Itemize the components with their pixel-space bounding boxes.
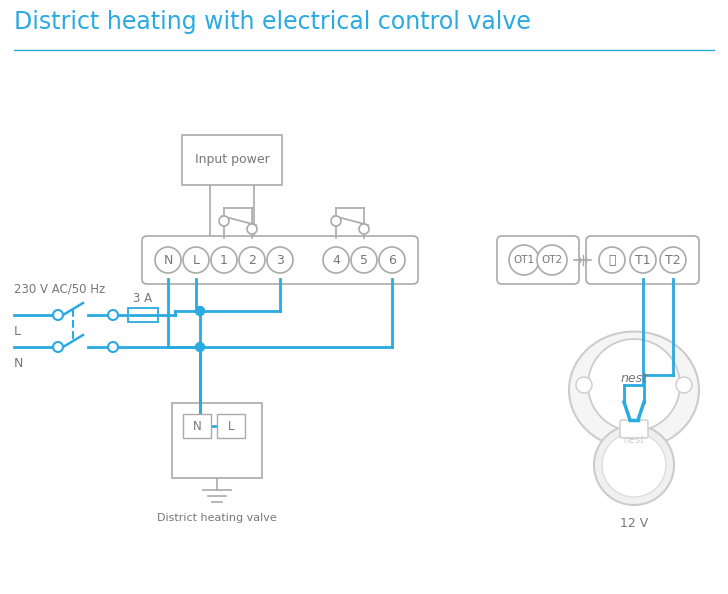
Text: 5: 5 [360,254,368,267]
Text: L: L [192,254,199,267]
Circle shape [331,216,341,226]
Circle shape [323,247,349,273]
Text: District heating with electrical control valve: District heating with electrical control… [14,10,531,34]
FancyBboxPatch shape [586,236,699,284]
Circle shape [576,377,592,393]
Text: 230 V AC/50 Hz: 230 V AC/50 Hz [14,282,106,295]
Text: N: N [193,419,202,432]
Circle shape [219,216,229,226]
Text: 12 V: 12 V [620,517,648,530]
Text: Input power: Input power [194,153,269,166]
Circle shape [108,310,118,320]
Circle shape [247,224,257,234]
Circle shape [351,247,377,273]
Text: L: L [228,419,234,432]
Circle shape [594,425,674,505]
Circle shape [53,310,63,320]
FancyBboxPatch shape [182,135,282,185]
Circle shape [196,343,205,352]
Circle shape [108,342,118,352]
FancyBboxPatch shape [497,236,579,284]
FancyBboxPatch shape [620,420,648,438]
Circle shape [630,247,656,273]
Text: OT2: OT2 [542,255,563,265]
Text: District heating valve: District heating valve [157,513,277,523]
Circle shape [196,307,205,315]
Circle shape [53,342,63,352]
Circle shape [379,247,405,273]
Text: T1: T1 [636,254,651,267]
Circle shape [359,224,369,234]
Text: T2: T2 [665,254,681,267]
Circle shape [537,245,567,275]
Circle shape [155,247,181,273]
FancyBboxPatch shape [172,403,262,478]
Circle shape [183,247,209,273]
Circle shape [599,247,625,273]
Text: 3 A: 3 A [133,292,153,305]
Text: OT1: OT1 [513,255,534,265]
Circle shape [211,247,237,273]
Text: 6: 6 [388,254,396,267]
Text: L: L [14,325,21,338]
Circle shape [676,377,692,393]
Circle shape [660,247,686,273]
Text: nest: nest [623,435,644,445]
FancyBboxPatch shape [183,414,211,438]
FancyBboxPatch shape [128,308,158,322]
Circle shape [588,339,680,431]
Text: 3: 3 [276,254,284,267]
Text: ⏚: ⏚ [609,254,616,267]
Ellipse shape [569,331,699,448]
Circle shape [239,247,265,273]
Circle shape [267,247,293,273]
Text: nest: nest [620,371,647,384]
Circle shape [509,245,539,275]
FancyBboxPatch shape [142,236,418,284]
FancyBboxPatch shape [217,414,245,438]
Circle shape [602,433,666,497]
Text: N: N [14,357,23,370]
Text: 2: 2 [248,254,256,267]
Text: 1: 1 [220,254,228,267]
Text: 4: 4 [332,254,340,267]
Text: N: N [163,254,173,267]
